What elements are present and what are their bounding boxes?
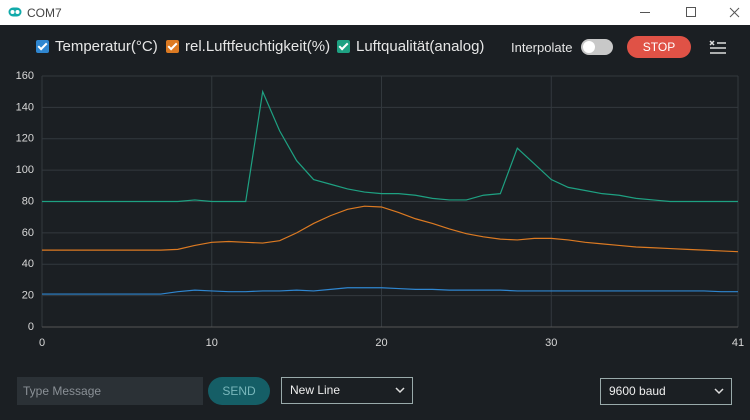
x-tick-label: 0: [39, 337, 45, 349]
x-tick-label: 41: [732, 337, 744, 349]
y-tick-label: 100: [16, 164, 34, 176]
legend-checkbox[interactable]: [337, 40, 350, 53]
series-line: [42, 205, 739, 253]
title-bar: COM7: [0, 0, 750, 25]
chevron: [714, 388, 724, 395]
y-tick-label: 0: [28, 321, 34, 333]
interpolate-toggle[interactable]: [581, 39, 613, 55]
plot: 0 20 40 60 80 100 120 140 160 0 10 20 30 41: [16, 70, 744, 349]
baud-select[interactable]: 9600 baud: [600, 378, 732, 405]
window-title: COM7: [27, 6, 62, 20]
line-ending-select[interactable]: New Line: [281, 377, 413, 404]
legend-checkbox[interactable]: [36, 40, 49, 53]
send-button[interactable]: SEND: [208, 377, 270, 405]
baud-value: 9600 baud: [609, 384, 666, 398]
y-tick-label: 40: [22, 258, 34, 270]
x-tick-label: 30: [545, 337, 557, 349]
app-icon: [8, 7, 22, 17]
y-tick-label: 140: [16, 101, 34, 113]
legend-item[interactable]: Luftqualität(analog): [337, 38, 484, 55]
x-tick-label: 20: [375, 337, 387, 349]
y-tick-label: 120: [16, 133, 34, 145]
legend-item[interactable]: Temperatur(°C): [36, 38, 158, 55]
y-tick-label: 20: [22, 290, 34, 302]
y-tick-label: 60: [22, 227, 34, 239]
legend-checkbox[interactable]: [166, 40, 179, 53]
chevron: [395, 387, 405, 394]
legend-label: Luftqualität(analog): [356, 38, 485, 55]
line-ending-value: New Line: [290, 383, 341, 397]
window-controls[interactable]: [630, 0, 750, 25]
legend-item[interactable]: rel.Luftfeuchtigkeit(%): [166, 38, 330, 55]
y-tick-label: 80: [22, 195, 34, 207]
stop-button[interactable]: STOP: [627, 36, 691, 58]
x-tick-label: 10: [206, 337, 218, 349]
series-line: [42, 287, 738, 295]
y-tick-label: 160: [16, 70, 34, 82]
message-input[interactable]: Type Message: [17, 377, 203, 405]
interpolate-label: Interpolate: [511, 40, 573, 55]
legend-label: rel.Luftfeuchtigkeit(%): [185, 38, 331, 55]
series-line: [42, 89, 738, 203]
legend-label: Temperatur(°C): [55, 38, 158, 55]
menu-icon[interactable]: [709, 39, 727, 55]
